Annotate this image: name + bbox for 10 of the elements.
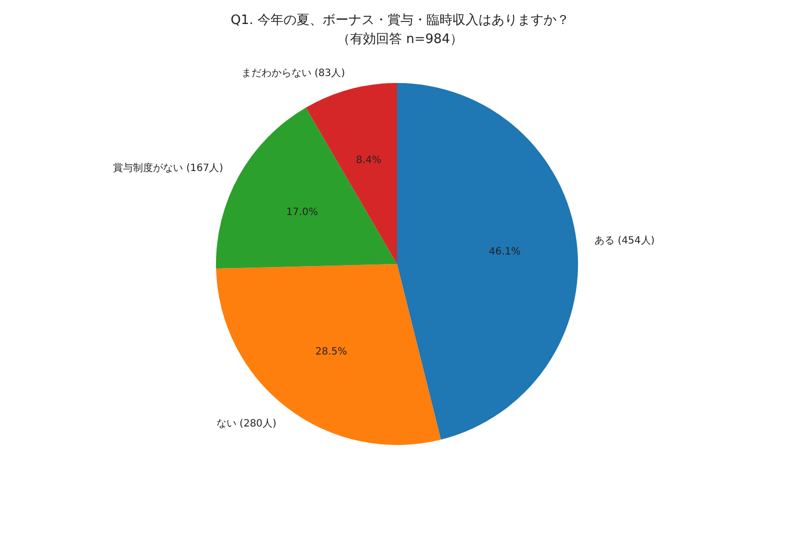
slice-label: まだわからない (83人) [241,68,346,79]
slice-label: ある (454人) [594,236,655,247]
data-label: 28.5% [315,346,348,358]
data-label: 17.0% [286,207,318,218]
data-label: 46.1% [488,246,521,258]
slice-label: ない (280人) [216,418,277,430]
slice-label: 賞与制度がない (167人) [113,162,224,174]
data-label: 8.4% [356,155,382,166]
chart-subtitle: （有効回答 n=984） [336,32,464,47]
chart-title: Q1. 今年の夏、ボーナス・賞与・臨時収入はありますか？ [230,13,570,28]
